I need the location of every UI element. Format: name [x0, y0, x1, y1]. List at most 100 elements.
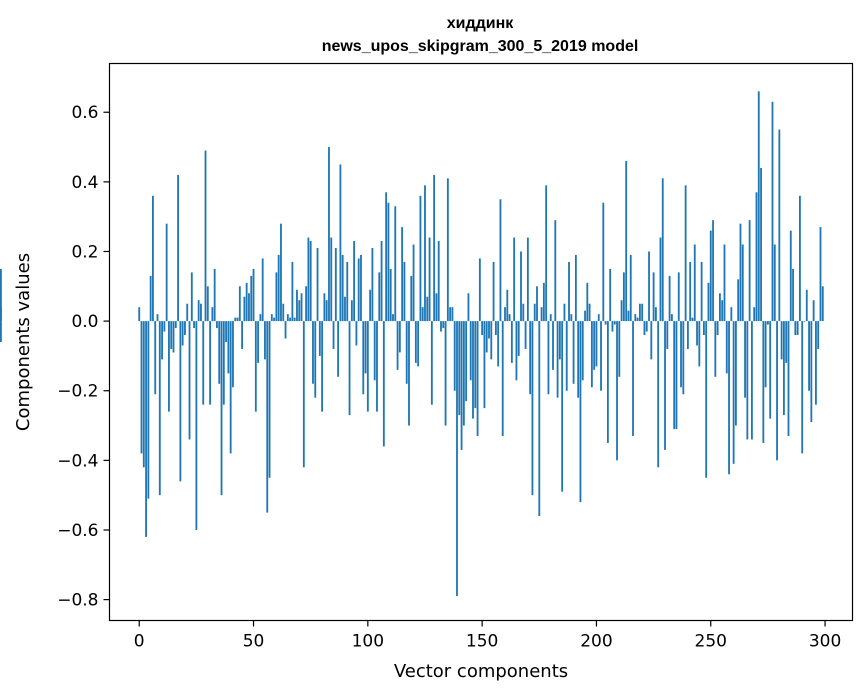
bar: [757, 91, 760, 322]
bar: [554, 220, 557, 322]
bar: [499, 199, 502, 322]
bar: [700, 261, 703, 322]
bar: [421, 307, 424, 322]
bar: [810, 321, 813, 423]
bar: [520, 251, 522, 322]
bar: [474, 321, 477, 409]
bar: [661, 178, 664, 322]
bar: [748, 220, 751, 322]
bar: [435, 293, 438, 322]
bar: [273, 317, 276, 322]
bar: [147, 321, 150, 499]
bar: [366, 321, 369, 412]
bar: [513, 237, 516, 322]
bar: [545, 185, 548, 322]
bar: [773, 244, 776, 322]
bar: [211, 307, 214, 322]
bar: [579, 321, 582, 503]
bar: [387, 202, 390, 322]
bar: [259, 314, 262, 322]
bar: [142, 321, 145, 468]
bar: [501, 321, 504, 436]
bar: [440, 321, 442, 332]
bar: [762, 321, 765, 443]
bar: [506, 289, 509, 322]
bar: [540, 307, 543, 322]
bar: [373, 321, 376, 381]
bar: [0, 268, 2, 322]
bar: [517, 321, 520, 356]
bar: [321, 321, 324, 412]
bar: [716, 321, 719, 336]
y-tick-label: −0.8: [57, 591, 98, 611]
bar: [613, 321, 616, 325]
bar: [154, 321, 157, 395]
bar: [165, 223, 168, 322]
y-axis-ticks: −0.8 −0.6 −0.4 −0.2 0.0 0.2 0.4 0.6: [57, 103, 110, 611]
bar: [296, 289, 298, 322]
bar: [266, 321, 269, 513]
bar: [796, 321, 799, 336]
bar: [577, 321, 580, 398]
bar: [709, 230, 712, 322]
bar: [140, 321, 143, 454]
bar: [268, 321, 271, 478]
bar: [225, 321, 228, 342]
bar: [689, 261, 692, 322]
bar: [718, 293, 721, 322]
bar: [254, 321, 257, 412]
bar: [291, 261, 294, 322]
bar: [730, 307, 733, 322]
bar: [257, 321, 260, 363]
bar: [334, 248, 337, 322]
bar: [330, 237, 333, 322]
bar: [332, 321, 335, 349]
bar: [616, 321, 618, 461]
bar: [666, 321, 669, 349]
bar: [277, 254, 280, 322]
bar: [412, 244, 415, 322]
x-tick-label: 250: [695, 632, 727, 652]
bar: [767, 321, 769, 325]
bar: [792, 268, 794, 322]
bar: [378, 272, 381, 322]
bar: [552, 321, 554, 370]
bar: [314, 321, 317, 398]
bar: [723, 244, 726, 322]
bar: [458, 321, 461, 416]
bar: [0, 307, 2, 322]
bar: [494, 321, 497, 336]
bar: [783, 321, 785, 416]
bar: [508, 314, 511, 322]
bar: [316, 248, 319, 322]
bar: [261, 258, 264, 322]
bar: [357, 258, 360, 322]
bar: [234, 317, 237, 322]
bar: [188, 321, 191, 440]
bar: [570, 314, 573, 322]
bar: [282, 303, 285, 322]
y-tick-label: −0.4: [57, 451, 98, 471]
bar: [264, 321, 266, 360]
x-tick-label: 200: [580, 632, 612, 652]
bar: [403, 261, 406, 322]
bar: [586, 282, 589, 322]
bar: [682, 321, 685, 395]
bar: [588, 303, 591, 322]
bar: [376, 321, 378, 412]
bar: [341, 254, 344, 322]
bar: [410, 275, 413, 322]
bar: [556, 321, 559, 398]
bar: [488, 321, 490, 339]
bar: [597, 314, 600, 322]
bar: [380, 241, 383, 322]
bar: [419, 195, 422, 322]
bar: [371, 248, 374, 322]
bar: [785, 321, 788, 363]
bar: [462, 321, 465, 426]
bar: [581, 321, 584, 381]
bar: [204, 150, 207, 322]
bar: [529, 321, 532, 395]
